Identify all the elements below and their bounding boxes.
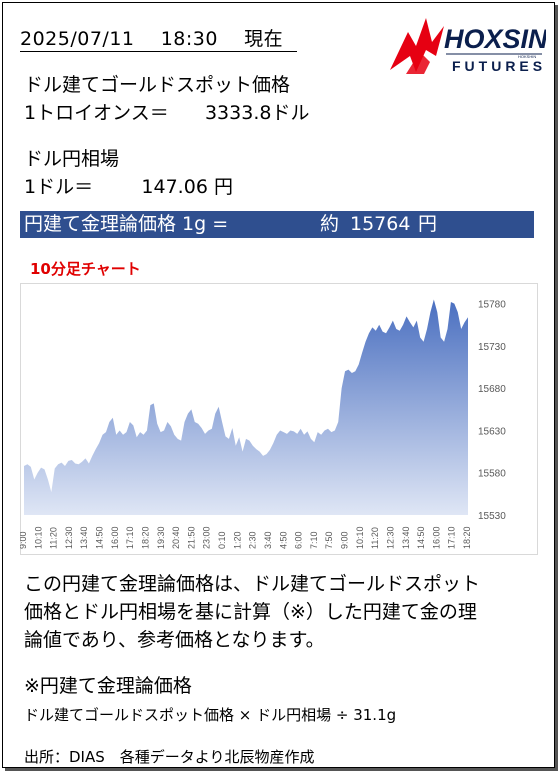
x-tick-label-2: 11:20 bbox=[49, 527, 59, 549]
price-chart: 15530 15580 15630 15680 15730 15780 9:00 10:10… bbox=[20, 283, 538, 555]
y-tick-label-2: 15630 bbox=[478, 427, 506, 438]
x-tick-label-13: 0:10 bbox=[217, 531, 227, 549]
y-tick-label-0: 15530 bbox=[478, 511, 506, 522]
x-tick-label-0: 9:00 bbox=[20, 531, 28, 549]
logo-brand-text: HOXSIN bbox=[444, 24, 546, 54]
x-tick-label-18: 6:00 bbox=[294, 531, 304, 549]
x-tick-label-29: 18:20 bbox=[462, 526, 472, 549]
x-tick-label-12: 23:00 bbox=[202, 526, 212, 549]
x-tick-label-26: 14:50 bbox=[416, 526, 426, 549]
formula-title: ※円建て金理論価格 bbox=[24, 675, 192, 697]
price-area-series bbox=[24, 299, 468, 515]
x-tick-label-15: 2:30 bbox=[248, 531, 258, 549]
time: 18:30 bbox=[160, 28, 218, 50]
y-tick-label-4: 15730 bbox=[478, 342, 506, 353]
theoretical-approx: 約 bbox=[320, 213, 340, 235]
fx-currency: 円 bbox=[213, 176, 233, 198]
y-tick-label-5: 15780 bbox=[478, 300, 506, 311]
gold-price-line: 1トロイオンス＝ 3333.8ドル bbox=[24, 98, 309, 125]
x-tick-label-14: 1:20 bbox=[232, 531, 242, 549]
theoretical-label: 円建て金理論価格 1g = bbox=[24, 213, 229, 235]
x-tick-label-25: 13:40 bbox=[401, 526, 411, 549]
x-tick-label-24: 12:30 bbox=[385, 526, 395, 549]
gold-currency: ドル bbox=[271, 102, 310, 124]
x-tick-label-8: 18:20 bbox=[141, 526, 151, 549]
x-tick-label-23: 11:20 bbox=[370, 527, 380, 549]
theoretical-currency: 円 bbox=[418, 213, 438, 235]
x-tick-label-3: 12:30 bbox=[64, 526, 74, 549]
source-note: 出所：DIAS 各種データより北辰物産作成 bbox=[24, 748, 315, 766]
x-tick-label-4: 13:40 bbox=[79, 526, 89, 549]
chart-label: 10分足チャート bbox=[30, 260, 141, 278]
x-tick-label-20: 7:50 bbox=[324, 531, 334, 549]
y-tick-label-3: 15680 bbox=[478, 384, 506, 395]
x-tick-label-21: 9:00 bbox=[340, 531, 350, 549]
date: 2025/07/11 bbox=[20, 28, 135, 50]
x-tick-label-6: 16:00 bbox=[110, 526, 120, 549]
x-tick-label-17: 4:50 bbox=[278, 531, 288, 549]
theoretical-price-banner: 円建て金理論価格 1g = 約 15764 円 bbox=[20, 211, 534, 238]
x-tick-label-10: 20:40 bbox=[171, 526, 181, 549]
formula-text: ドル建てゴールドスポット価格 × ドル円相場 ÷ 31.1g bbox=[24, 706, 397, 724]
fx-rate-line: 1ドル＝ 147.06 円 bbox=[24, 172, 233, 199]
logo-sub-text: FUTURES bbox=[452, 58, 546, 74]
x-tick-label-27: 16:00 bbox=[431, 526, 441, 549]
hoxsin-logo-graphic: HOXSIN HOKSHIN FUTURES bbox=[390, 18, 548, 74]
description-line-1: この円建て金理論価格は、ドル建てゴールドスポット bbox=[24, 573, 481, 595]
description-line-2: 価格とドル円相場を基に計算（※）した円建て金の理 bbox=[24, 601, 477, 623]
x-tick-label-16: 3:40 bbox=[263, 531, 273, 549]
gold-unit-label: 1トロイオンス＝ bbox=[24, 102, 169, 124]
y-tick-label-1: 15580 bbox=[478, 469, 506, 480]
x-tick-label-19: 7:10 bbox=[309, 531, 319, 549]
x-tick-label-5: 14:50 bbox=[95, 526, 105, 549]
hoxsin-logo: HOXSIN HOKSHIN FUTURES bbox=[386, 12, 548, 78]
x-tick-label-11: 21:50 bbox=[186, 526, 196, 549]
x-tick-label-28: 17:10 bbox=[447, 526, 457, 549]
datetime-header: 2025/07/11 18:30 現在 bbox=[20, 24, 298, 52]
as-of-label: 現在 bbox=[244, 28, 284, 50]
fx-rate-value: 147.06 bbox=[141, 176, 208, 198]
logo-tiny-text: HOKSHIN bbox=[518, 54, 536, 59]
gold-title: ドル建てゴールドスポット価格 bbox=[24, 74, 291, 96]
fx-title: ドル円相場 bbox=[24, 148, 120, 170]
theoretical-value: 15764 bbox=[350, 213, 411, 235]
x-tick-label-7: 17:10 bbox=[125, 526, 135, 549]
x-tick-label-1: 10:10 bbox=[33, 526, 43, 549]
fx-unit-label: 1ドル＝ bbox=[24, 176, 94, 198]
description-line-3: 論値であり、参考価格となります。 bbox=[24, 629, 325, 651]
gold-price-value: 3333.8 bbox=[204, 102, 272, 124]
x-tick-label-22: 10:10 bbox=[355, 526, 365, 549]
x-tick-label-9: 19:30 bbox=[156, 526, 166, 549]
